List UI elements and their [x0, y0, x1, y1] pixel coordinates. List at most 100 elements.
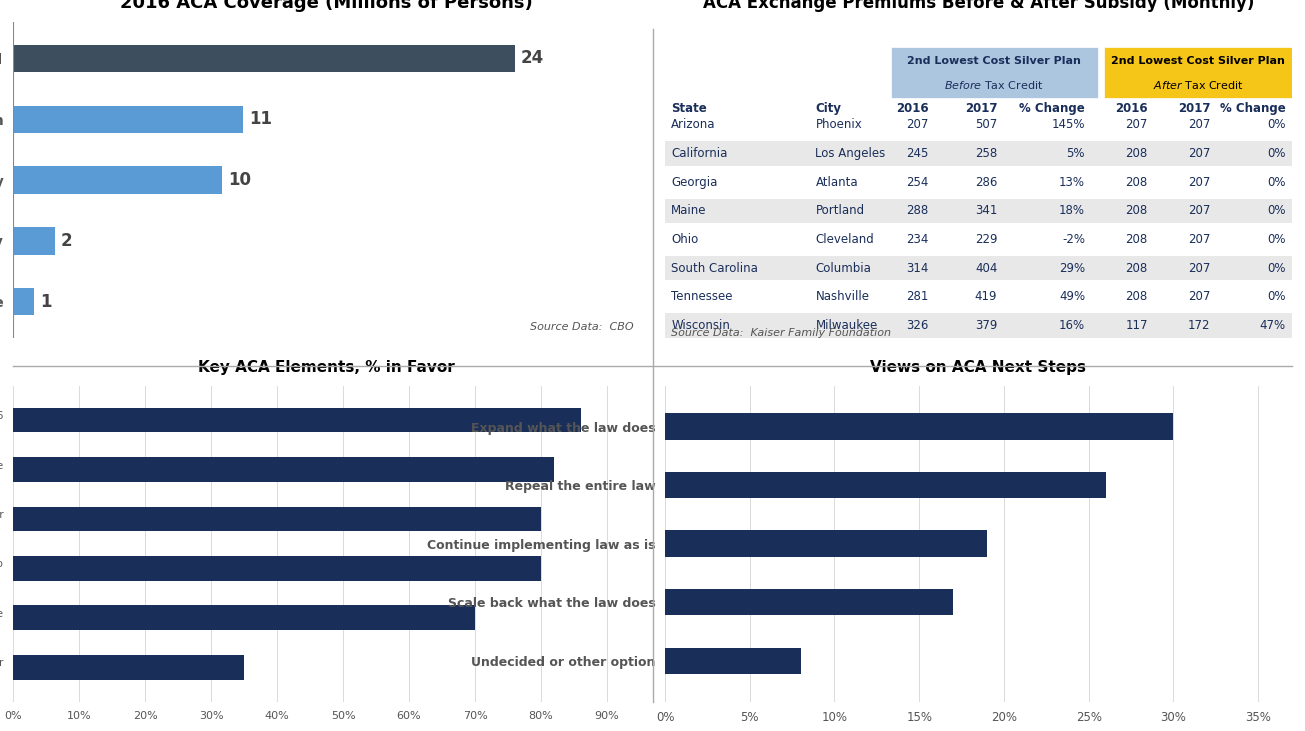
FancyBboxPatch shape [1104, 48, 1292, 98]
Text: 314: 314 [906, 262, 928, 275]
Text: 207: 207 [1188, 118, 1211, 131]
Text: 0%: 0% [1267, 118, 1285, 131]
Text: 117: 117 [1125, 319, 1148, 332]
Bar [13, 457, 555, 482]
FancyBboxPatch shape [666, 141, 1292, 165]
Text: 5%: 5% [1066, 147, 1084, 160]
Text: 419: 419 [975, 290, 997, 303]
Text: 208: 208 [1125, 290, 1148, 303]
Text: Source Data:  Kaiser Family Foundation: Source Data: Kaiser Family Foundation [671, 328, 891, 338]
Text: Cleveland: Cleveland [816, 233, 874, 246]
Text: 341: 341 [975, 204, 997, 217]
Text: 49%: 49% [1058, 290, 1084, 303]
Bar [666, 531, 987, 557]
Bar [13, 45, 514, 72]
Text: $\mathit{After}$ Tax Credit: $\mathit{After}$ Tax Credit [1152, 79, 1244, 91]
FancyBboxPatch shape [666, 314, 1292, 338]
Bar [13, 105, 243, 133]
Text: Nashville: Nashville [816, 290, 869, 303]
Text: Source Data:  CBO: Source Data: CBO [530, 322, 634, 332]
Bar [13, 655, 244, 680]
Text: 18%: 18% [1060, 204, 1084, 217]
Text: 2nd Lowest Cost Silver Plan: 2nd Lowest Cost Silver Plan [1111, 56, 1285, 67]
Bar [13, 556, 542, 580]
Bar [13, 507, 542, 531]
Bar [13, 167, 222, 194]
Text: 507: 507 [975, 118, 997, 131]
Text: City: City [816, 102, 842, 115]
Text: State: State [671, 102, 707, 115]
Text: 207: 207 [1188, 147, 1211, 160]
Text: 10: 10 [228, 171, 252, 189]
Text: 13%: 13% [1060, 175, 1084, 189]
Text: 207: 207 [1125, 118, 1148, 131]
Text: Atlanta: Atlanta [816, 175, 859, 189]
Text: 208: 208 [1125, 233, 1148, 246]
Text: 29%: 29% [1058, 262, 1084, 275]
Text: California: California [671, 147, 728, 160]
Text: 208: 208 [1125, 262, 1148, 275]
Text: Maine: Maine [671, 204, 707, 217]
Bar [666, 589, 953, 616]
Title: Views on ACA Next Steps: Views on ACA Next Steps [870, 360, 1087, 375]
Text: 24: 24 [521, 50, 544, 67]
Text: Tennessee: Tennessee [671, 290, 733, 303]
Text: 207: 207 [906, 118, 928, 131]
Text: 2017: 2017 [1178, 102, 1211, 115]
Text: Wisconsin: Wisconsin [671, 319, 731, 332]
Text: 208: 208 [1125, 204, 1148, 217]
Text: 145%: 145% [1052, 118, 1084, 131]
Text: -2%: -2% [1062, 233, 1084, 246]
Text: 207: 207 [1188, 175, 1211, 189]
Text: 2017: 2017 [964, 102, 997, 115]
Text: Georgia: Georgia [671, 175, 718, 189]
Bar [13, 605, 475, 630]
Text: 234: 234 [906, 233, 928, 246]
Text: 207: 207 [1188, 204, 1211, 217]
Text: 208: 208 [1125, 147, 1148, 160]
Text: 0%: 0% [1267, 175, 1285, 189]
Title: Key ACA Elements, % in Favor: Key ACA Elements, % in Favor [198, 360, 455, 375]
Bar [666, 648, 800, 674]
Text: 2: 2 [61, 232, 73, 250]
Text: Los Angeles: Los Angeles [816, 147, 886, 160]
Text: 11: 11 [249, 110, 273, 128]
Text: 404: 404 [975, 262, 997, 275]
FancyBboxPatch shape [666, 256, 1292, 280]
Text: 47%: 47% [1259, 319, 1285, 332]
Text: 288: 288 [906, 204, 928, 217]
Text: 207: 207 [1188, 233, 1211, 246]
Bar [666, 472, 1105, 499]
Text: 258: 258 [975, 147, 997, 160]
Bar [13, 227, 55, 254]
Bar [666, 413, 1173, 440]
Text: % Change: % Change [1220, 102, 1285, 115]
Text: 281: 281 [906, 290, 928, 303]
Text: 172: 172 [1188, 319, 1211, 332]
Text: 0%: 0% [1267, 262, 1285, 275]
Text: Milwaukee: Milwaukee [816, 319, 878, 332]
Title: 2016 ACA Coverage (Millions of Persons): 2016 ACA Coverage (Millions of Persons) [120, 0, 532, 12]
Text: 326: 326 [906, 319, 928, 332]
Text: 379: 379 [975, 319, 997, 332]
Text: 2nd Lowest Cost Silver Plan: 2nd Lowest Cost Silver Plan [907, 56, 1081, 67]
Text: 2016: 2016 [1116, 102, 1148, 115]
Text: 245: 245 [906, 147, 928, 160]
Text: 0%: 0% [1267, 290, 1285, 303]
Bar [13, 408, 581, 433]
Text: Ohio: Ohio [671, 233, 698, 246]
Text: 254: 254 [906, 175, 928, 189]
Text: 0%: 0% [1267, 147, 1285, 160]
Text: 207: 207 [1188, 290, 1211, 303]
Text: 16%: 16% [1058, 319, 1084, 332]
Text: 286: 286 [975, 175, 997, 189]
Text: Arizona: Arizona [671, 118, 716, 131]
Text: 1: 1 [40, 292, 52, 311]
Text: 2016: 2016 [895, 102, 928, 115]
Text: $\mathit{Before}$ Tax Credit: $\mathit{Before}$ Tax Credit [945, 79, 1044, 91]
Text: Columbia: Columbia [816, 262, 872, 275]
Text: 0%: 0% [1267, 233, 1285, 246]
Title: ACA Exchange Premiums Before & After Subsidy (Monthly): ACA Exchange Premiums Before & After Sub… [703, 0, 1254, 12]
Text: 0%: 0% [1267, 204, 1285, 217]
Text: South Carolina: South Carolina [671, 262, 758, 275]
